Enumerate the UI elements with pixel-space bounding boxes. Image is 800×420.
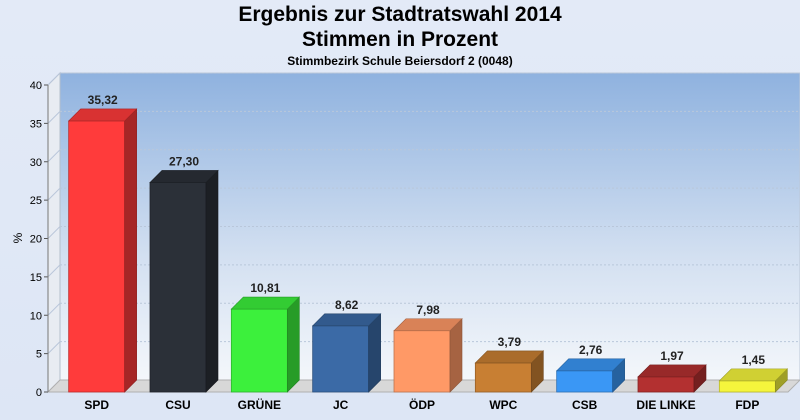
y-tick-label: 10 bbox=[30, 310, 42, 322]
bar-csb bbox=[555, 358, 626, 393]
x-tick-label: GRÜNE bbox=[238, 397, 281, 412]
y-axis-label: % bbox=[11, 232, 25, 243]
bar-side bbox=[124, 108, 137, 393]
bar-wpc bbox=[474, 350, 545, 393]
bar-front bbox=[393, 330, 451, 393]
gridline-side bbox=[47, 187, 61, 201]
x-tick-label: SPD bbox=[84, 398, 109, 412]
bar-side bbox=[287, 296, 300, 393]
gridline-side bbox=[47, 264, 61, 278]
bar-value-label: 8,62 bbox=[335, 298, 359, 312]
bar-top bbox=[311, 313, 382, 327]
bar-jc bbox=[311, 313, 382, 393]
gridline-side bbox=[47, 72, 61, 86]
y-tick-label: 0 bbox=[36, 387, 42, 399]
x-tick-label: CSB bbox=[572, 398, 598, 412]
bar-top bbox=[149, 170, 219, 183]
chart-title: Ergebnis zur Stadtratswahl 2014 bbox=[238, 3, 562, 26]
bar-front bbox=[230, 308, 288, 393]
bar-front bbox=[149, 182, 207, 393]
bar-spd bbox=[67, 108, 138, 393]
district-label: Stimmbezirk Schule Beiersdorf 2 (0048) bbox=[287, 54, 513, 68]
x-tick-label: ÖDP bbox=[409, 397, 435, 412]
bar-value-label: 1,45 bbox=[742, 353, 766, 367]
bar-ödp bbox=[393, 318, 463, 393]
y-tick-label: 30 bbox=[30, 157, 42, 169]
bar-top bbox=[393, 318, 463, 332]
gridline-side bbox=[47, 226, 61, 239]
x-tick-label: WPC bbox=[489, 398, 517, 412]
bar-top bbox=[637, 364, 707, 378]
bar-value-label: 10,81 bbox=[250, 281, 280, 295]
bar-top bbox=[555, 358, 626, 372]
bar-grüne bbox=[230, 296, 301, 393]
bar-value-label: 7,98 bbox=[416, 303, 440, 317]
bar-front bbox=[637, 376, 695, 393]
x-tick-label: JC bbox=[333, 398, 349, 412]
bar-value-label: 35,32 bbox=[88, 93, 118, 107]
bar-value-label: 3,79 bbox=[498, 335, 522, 349]
bar-csu bbox=[149, 169, 219, 393]
bar-die-linke bbox=[637, 364, 707, 393]
bar-top bbox=[67, 108, 138, 122]
bar-fdp bbox=[718, 368, 789, 393]
bar-value-label: 27,30 bbox=[169, 154, 199, 168]
gridline-side bbox=[47, 341, 61, 354]
bar-top bbox=[474, 350, 545, 364]
bar-top bbox=[718, 368, 789, 382]
chart-subtitle: Stimmen in Prozent bbox=[301, 28, 499, 51]
bar-front bbox=[312, 325, 370, 393]
y-tick-label: 35 bbox=[30, 118, 42, 130]
bar-front bbox=[718, 380, 776, 393]
x-tick-label: DIE LINKE bbox=[636, 398, 695, 412]
gridline-side bbox=[47, 111, 61, 124]
x-tick-label: FDP bbox=[735, 398, 759, 412]
y-tick-label: 20 bbox=[30, 234, 42, 246]
y-tick-label: 15 bbox=[30, 272, 42, 284]
gridline-side bbox=[47, 302, 61, 316]
y-tick-label: 25 bbox=[30, 195, 42, 207]
bar-front bbox=[68, 120, 126, 393]
bar-side bbox=[449, 318, 463, 393]
y-tick-label: 40 bbox=[30, 80, 42, 92]
bar-value-label: 1,97 bbox=[660, 349, 684, 363]
y-tick-label: 5 bbox=[36, 349, 42, 361]
bar-top bbox=[230, 296, 301, 310]
bar-value-label: 2,76 bbox=[579, 343, 603, 357]
bar-side bbox=[205, 169, 219, 393]
bar-front bbox=[474, 362, 532, 393]
gridline-side bbox=[47, 149, 61, 163]
bar-side bbox=[368, 313, 381, 393]
bar-front bbox=[556, 370, 614, 393]
x-tick-label: CSU bbox=[165, 398, 190, 412]
